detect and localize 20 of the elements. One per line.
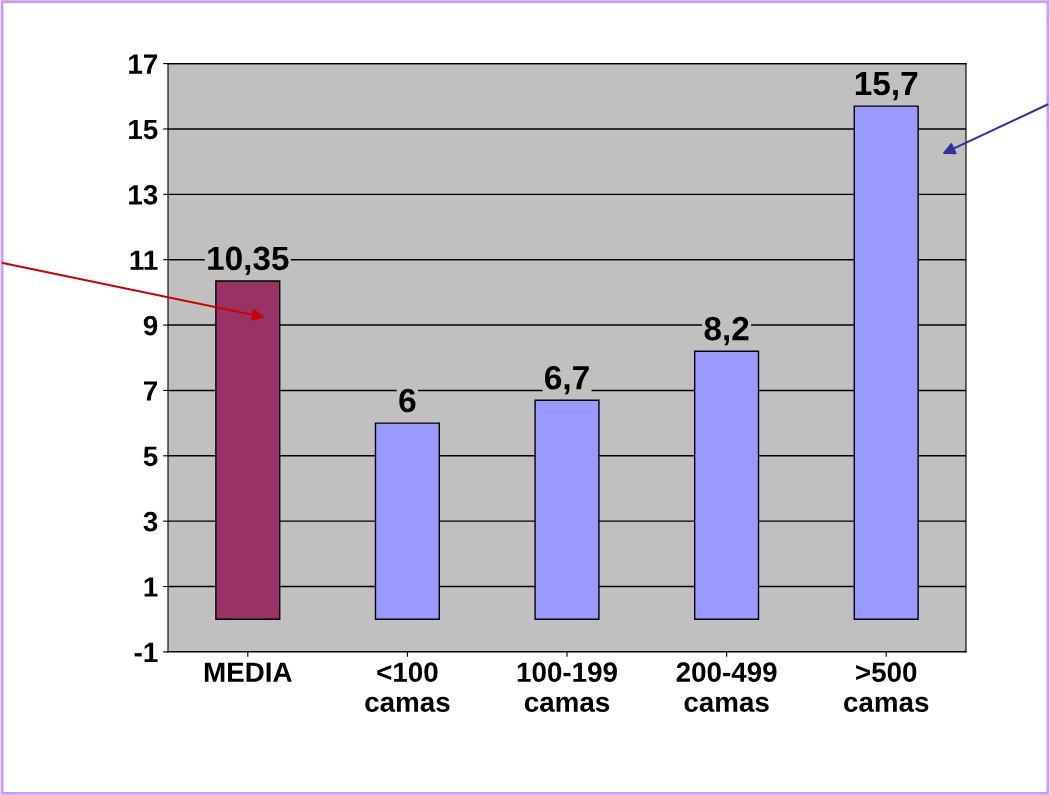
x-tick-label: >500 camas [844, 662, 929, 712]
x-tick-label: <100 camas [365, 662, 450, 712]
y-tick-label: 3 [143, 511, 158, 532]
data-label: 6,7 [545, 365, 589, 395]
x-tick-label: 200-499 camas [676, 662, 777, 712]
data-label: 6 [399, 388, 416, 413]
y-tick-label: 15 [129, 119, 158, 140]
data-label: 15,7 [855, 72, 918, 101]
data-label: 8,2 [704, 316, 749, 346]
y-tick-label: 9 [143, 315, 158, 336]
y-tick-label: -1 [134, 642, 158, 662]
y-tick-label: 13 [129, 185, 158, 205]
y-tick-label: 7 [144, 381, 158, 401]
y-tick-label: 11 [130, 250, 158, 270]
y-tick-label: 17 [129, 54, 158, 74]
x-tick-label: MEDIA [204, 662, 292, 682]
data-label: 10,35 [208, 246, 289, 276]
y-tick-label: 5 [143, 446, 158, 467]
y-tick-label: 1 [144, 577, 158, 597]
x-tick-label: 100-199 camas [517, 662, 617, 712]
